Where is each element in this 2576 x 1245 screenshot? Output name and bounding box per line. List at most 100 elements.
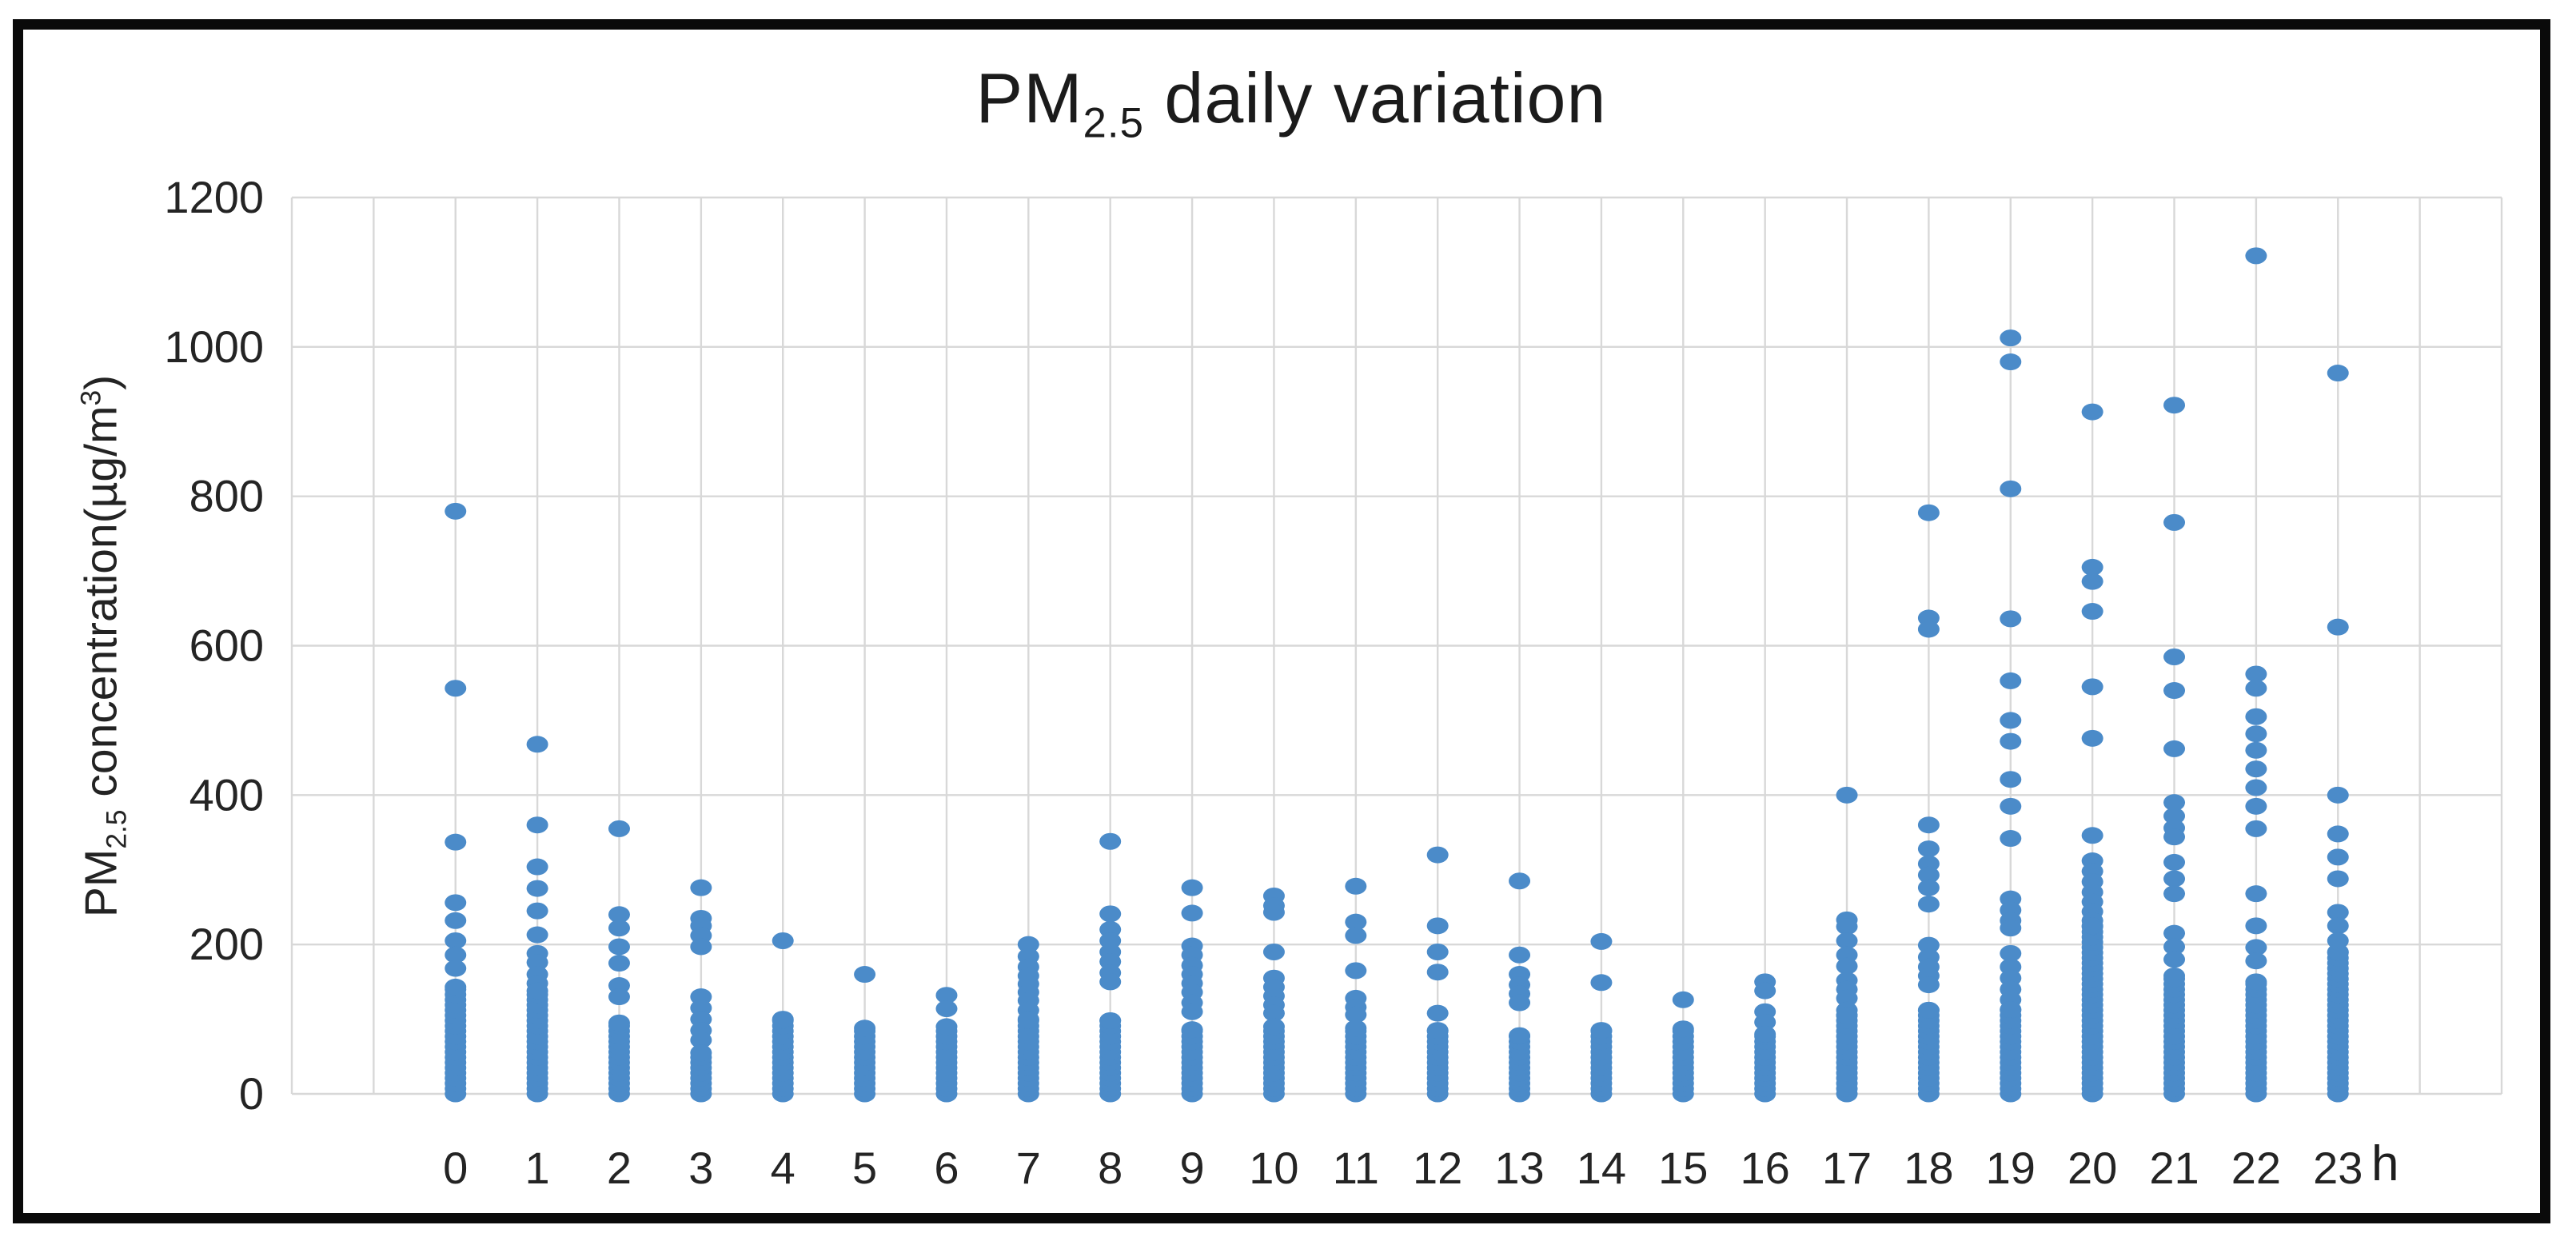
data-point <box>2163 951 2186 968</box>
data-point <box>2000 830 2022 848</box>
data-point <box>2163 924 2186 942</box>
data-point <box>1917 936 1940 954</box>
data-point <box>526 880 548 897</box>
data-point <box>1181 1021 1203 1039</box>
data-point <box>2000 672 2022 689</box>
x-tick-label: 4 <box>771 1143 796 1193</box>
data-point <box>526 954 548 972</box>
data-point <box>526 736 548 753</box>
data-point <box>2327 848 2349 866</box>
data-point <box>2245 917 2267 935</box>
data-point <box>1262 1004 1285 1022</box>
data-point <box>2163 967 2186 984</box>
data-point <box>445 680 467 697</box>
x-tick-label: 6 <box>934 1143 959 1193</box>
data-point <box>2245 885 2267 903</box>
data-point <box>1345 962 1367 980</box>
data-point <box>1017 1011 1039 1028</box>
data-point <box>690 1044 712 1062</box>
data-point <box>854 966 876 984</box>
data-point <box>1345 1006 1367 1024</box>
x-tick-label: 11 <box>1333 1143 1379 1193</box>
data-point <box>1917 896 1940 913</box>
y-tick-label: 600 <box>189 621 264 671</box>
data-point <box>2327 944 2349 961</box>
data-point <box>1754 982 1776 1000</box>
data-point <box>2163 794 2186 812</box>
data-point <box>2327 365 2349 382</box>
x-tick-label: 15 <box>1658 1143 1708 1193</box>
data-point <box>2000 480 2022 497</box>
chart-title-rest: daily variation <box>1143 58 1607 138</box>
x-tick-label: 19 <box>1986 1143 2036 1193</box>
chart-title-subscript: 2.5 <box>1083 99 1144 147</box>
data-point <box>1345 913 1367 931</box>
x-tick-label: 1 <box>525 1143 550 1193</box>
data-point <box>2081 603 2103 621</box>
data-point <box>1917 879 1940 896</box>
data-point <box>1917 504 1940 521</box>
data-point <box>2000 771 2022 788</box>
data-point <box>935 1018 958 1036</box>
x-tick-label: 18 <box>1904 1143 1953 1193</box>
y-tick-label: 800 <box>189 471 264 521</box>
data-point <box>1917 976 1940 994</box>
data-point <box>2000 353 2022 371</box>
data-point <box>1917 866 1940 884</box>
data-point <box>2163 807 2186 824</box>
x-tick-label: 0 <box>443 1143 468 1193</box>
data-point <box>772 1011 794 1028</box>
data-point <box>1509 872 1531 890</box>
data-point <box>1099 973 1122 991</box>
data-point <box>2245 973 2267 991</box>
data-point <box>2327 825 2349 843</box>
data-point <box>608 938 630 956</box>
data-point <box>608 820 630 837</box>
x-tick-label: 8 <box>1098 1143 1123 1193</box>
x-tick-label: 17 <box>1822 1143 1872 1193</box>
data-point <box>2163 740 2186 757</box>
data-point <box>2163 648 2186 666</box>
y-tick-label: 200 <box>189 919 264 969</box>
data-point <box>2081 403 2103 421</box>
data-point <box>2000 920 2022 937</box>
data-point <box>690 1032 712 1049</box>
data-point <box>1590 1022 1613 1039</box>
data-point <box>2245 741 2267 759</box>
data-point <box>1917 621 1940 638</box>
data-point <box>445 932 467 949</box>
data-point <box>1345 1020 1367 1037</box>
data-point <box>2081 729 2103 747</box>
data-point <box>445 960 467 977</box>
data-point <box>445 978 467 996</box>
data-point <box>2163 885 2186 903</box>
data-point <box>445 894 467 912</box>
y-tick-label: 1200 <box>164 172 264 222</box>
y-axis-title-part: concentration(µg/m <box>75 405 127 810</box>
x-tick-label: 21 <box>2149 1143 2199 1193</box>
data-point <box>445 502 467 520</box>
data-point <box>445 833 467 851</box>
data-point <box>1345 927 1367 944</box>
data-point <box>2081 573 2103 590</box>
data-point <box>2327 618 2349 636</box>
data-point <box>2163 828 2186 846</box>
data-point <box>935 987 958 1004</box>
data-point <box>1754 1013 1776 1031</box>
y-axis-title-part: ) <box>75 374 127 390</box>
data-point <box>2000 732 2022 750</box>
data-point <box>608 906 630 924</box>
data-point <box>1672 991 1694 1008</box>
data-point <box>1672 1020 1694 1038</box>
data-point <box>2000 797 2022 815</box>
data-point <box>2245 820 2267 837</box>
data-point <box>935 1000 958 1018</box>
data-point <box>2163 682 2186 700</box>
data-point <box>2081 917 2103 935</box>
data-point <box>2163 397 2186 414</box>
data-point <box>690 879 712 896</box>
data-point <box>2000 712 2022 729</box>
data-point <box>1590 932 1613 950</box>
data-point <box>1590 974 1613 992</box>
